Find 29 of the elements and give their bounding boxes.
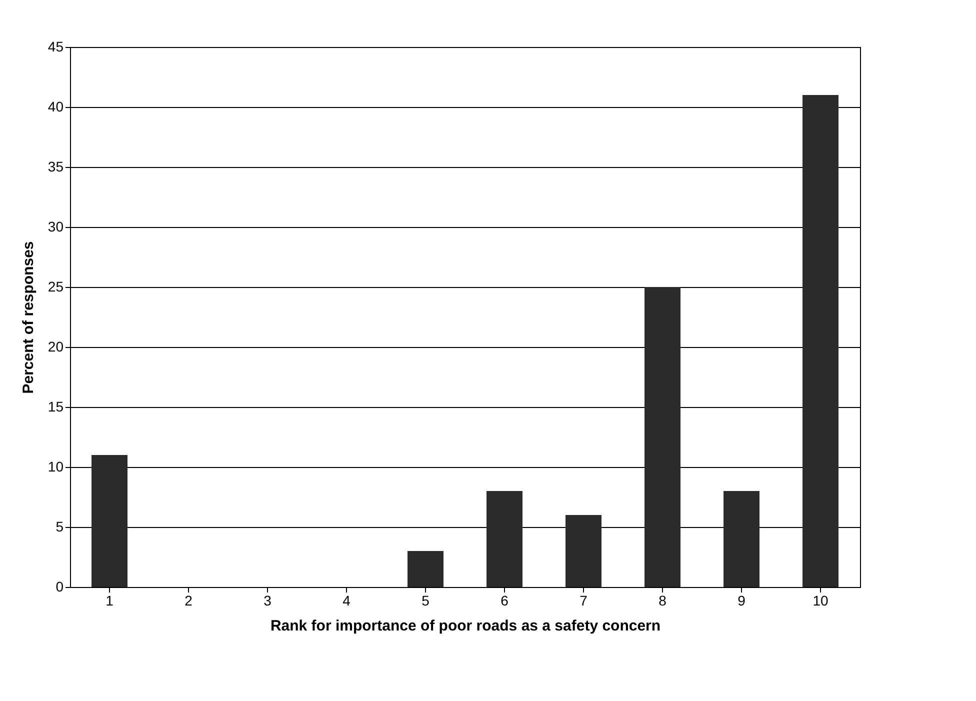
y-tick-label: 35 (48, 158, 64, 174)
x-tick-label: 8 (658, 592, 667, 608)
y-tick-label: 30 (48, 218, 64, 234)
x-tick-label: 7 (580, 592, 588, 608)
x-tick-label: 6 (500, 592, 509, 608)
x-tick-label: 9 (738, 592, 746, 608)
y-tick-label: 40 (48, 98, 64, 114)
bar (566, 515, 602, 587)
bar (802, 95, 838, 587)
bar (644, 287, 680, 587)
y-tick-label: 15 (48, 398, 64, 414)
bar (92, 455, 128, 587)
x-tick-label: 10 (812, 592, 828, 608)
y-tick-label: 25 (48, 278, 64, 294)
x-tick-label: 5 (422, 592, 430, 608)
bar (486, 491, 522, 587)
y-axis-title: Percent of responses (20, 241, 37, 394)
x-tick-label: 4 (342, 592, 351, 608)
bar (724, 491, 760, 587)
x-tick-label: 1 (106, 592, 114, 608)
y-tick-label: 0 (56, 578, 64, 594)
y-tick-label: 10 (48, 458, 64, 474)
y-tick-label: 5 (56, 518, 64, 534)
bar (408, 551, 444, 587)
x-tick-label: 3 (264, 592, 272, 608)
x-tick-label: 2 (184, 592, 193, 608)
y-tick-label: 45 (48, 38, 64, 54)
x-axis-title: Rank for importance of poor roads as a safety concern (270, 618, 661, 634)
y-tick-label: 20 (48, 338, 64, 354)
